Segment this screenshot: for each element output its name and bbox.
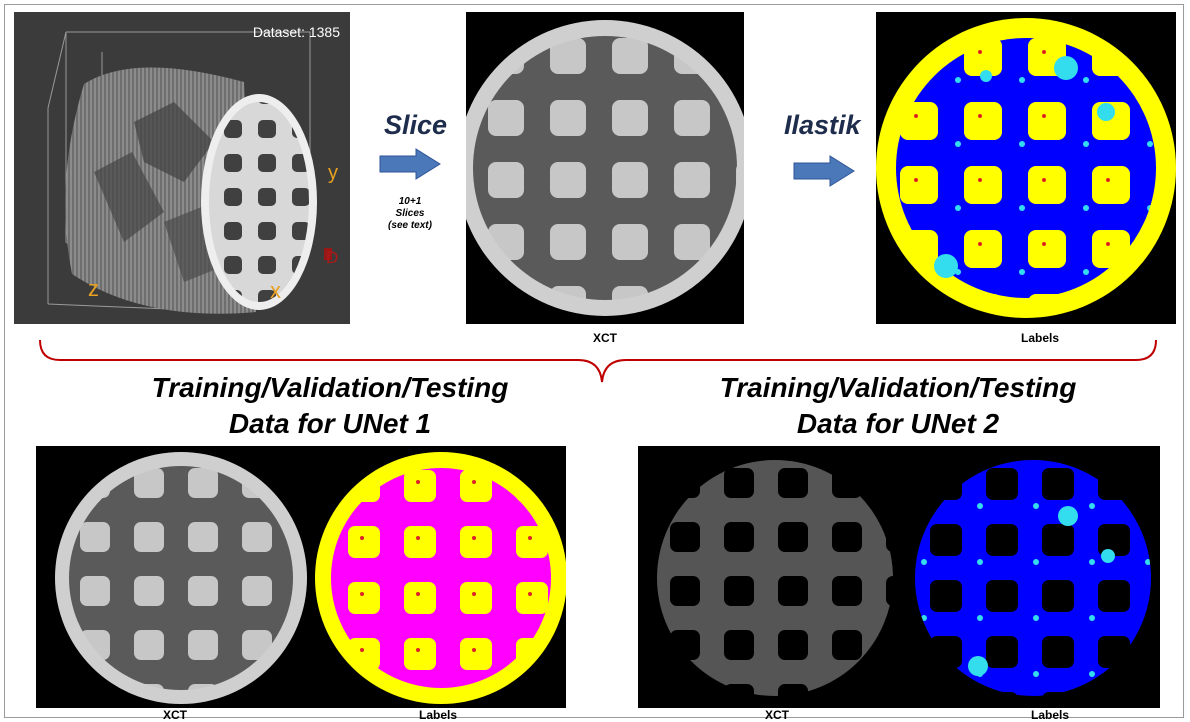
unet1-xct-caption: XCT [163, 708, 187, 722]
ilastik-arrow-icon [793, 155, 855, 187]
slice-arrow-icon [379, 148, 441, 180]
unet1-heading-line1: Training/Validation/Testing [151, 372, 509, 403]
top-labels-caption: Labels [1020, 331, 1059, 345]
grouping-brace [39, 340, 1157, 383]
unet2-labels-slice [915, 460, 1151, 696]
slice-note: 10+1 Slices (see text) [382, 196, 438, 232]
top-xct-caption: XCT [593, 331, 617, 345]
axis-label-d: D [326, 248, 339, 267]
slice-label: Slice [384, 110, 448, 140]
dataset-label: Dataset: 1385 [252, 24, 340, 40]
unet2-data-panel [638, 446, 1160, 708]
unet2-heading-line1: Training/Validation/Testing [719, 372, 1077, 403]
unet1-heading-line2: Data for UNet 1 [228, 408, 432, 439]
unet1-data-panel [36, 446, 566, 708]
unet2-data-svg [657, 460, 1151, 696]
axis-label-x: x [270, 278, 281, 303]
unet1-labels-caption: Labels [418, 708, 457, 722]
figure-frame [4, 4, 1184, 718]
top-labels-panel [876, 12, 1176, 324]
slice-note-line1: 10+1 [398, 196, 422, 207]
unet1-data-svg [55, 452, 566, 704]
axis-label-y: y [328, 162, 338, 184]
volume-render-panel: Dataset: 1385 y D z x [14, 12, 350, 324]
unet2-heading-line2: Data for UNet 2 [796, 408, 1000, 439]
unet2-xct-slice [657, 460, 893, 696]
unet2-labels-caption: Labels [1030, 708, 1069, 722]
volume-render-svg [47, 31, 332, 314]
ilastik-label: Ilastik [784, 110, 861, 140]
slice-note-line2: Slices [395, 208, 425, 219]
top-xct-slice [466, 20, 744, 316]
slice-note-line3: (see text) [388, 220, 432, 231]
top-labels-slice [876, 18, 1176, 318]
top-xct-panel [466, 12, 744, 324]
axis-label-z: z [88, 276, 99, 301]
unet2-xct-caption: XCT [765, 708, 789, 722]
